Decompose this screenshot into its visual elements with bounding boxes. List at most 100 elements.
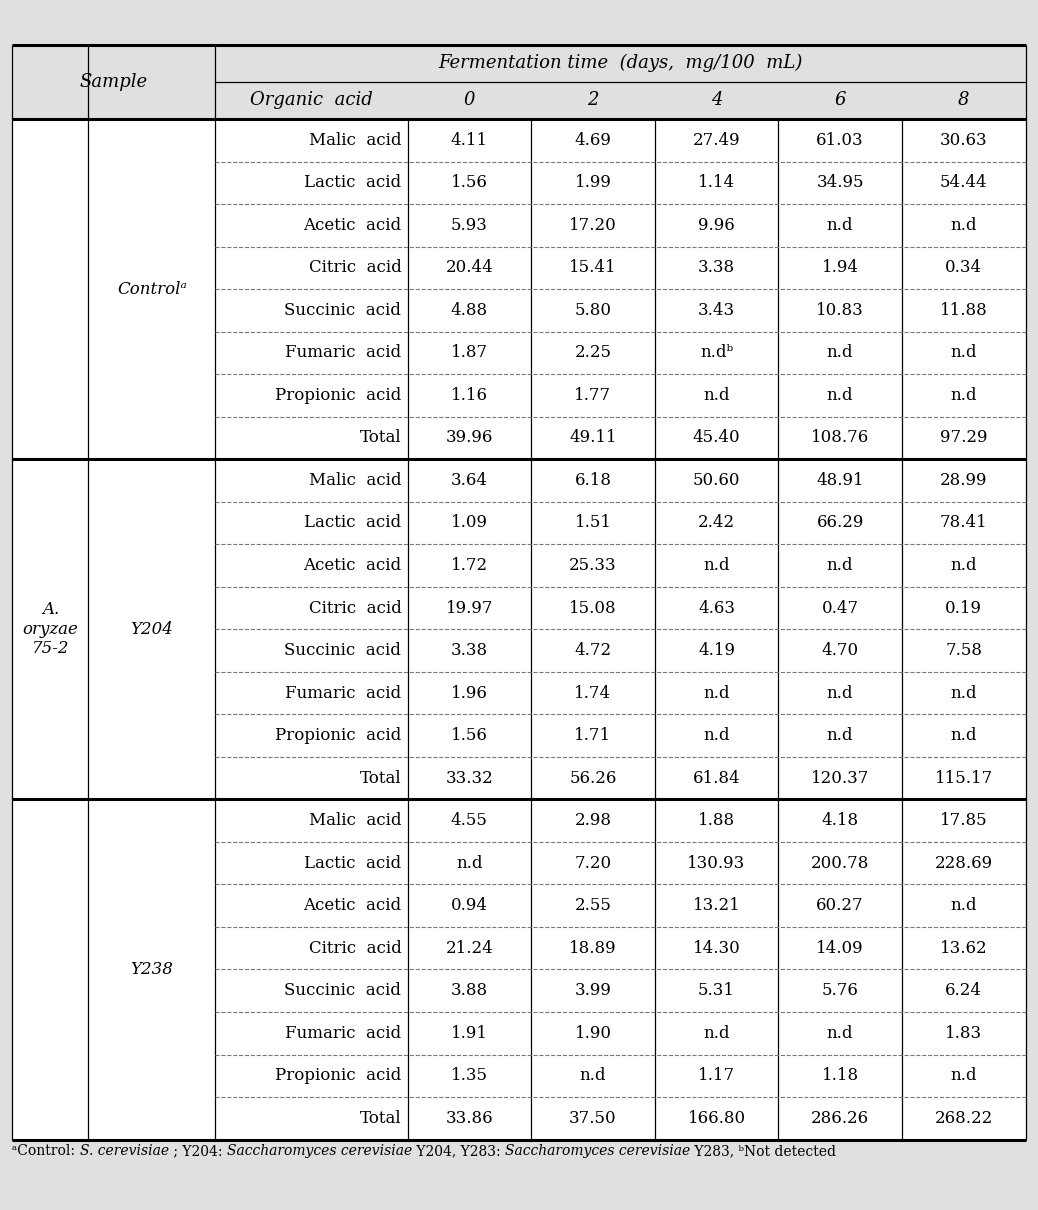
Text: 115.17: 115.17 [934,770,993,787]
Text: Citric  acid: Citric acid [308,599,402,617]
Text: 2.42: 2.42 [698,514,735,531]
Text: Citric  acid: Citric acid [308,940,402,957]
Text: Fermentation time  (days,  mg/100  mL): Fermentation time (days, mg/100 mL) [438,54,802,73]
Text: 268.22: 268.22 [934,1110,993,1127]
Text: Y204: Y204 [131,621,173,638]
Text: 1.18: 1.18 [822,1067,858,1084]
Text: Sample: Sample [80,73,147,91]
Text: 1.35: 1.35 [450,1067,488,1084]
Text: 1.56: 1.56 [450,727,488,744]
Text: 3.38: 3.38 [450,643,488,659]
Text: 1.56: 1.56 [450,174,488,191]
Text: 66.29: 66.29 [817,514,864,531]
Text: Citric  acid: Citric acid [308,259,402,276]
Text: 0.47: 0.47 [822,599,858,617]
Text: Propionic  acid: Propionic acid [275,1067,402,1084]
Text: n.d: n.d [951,685,977,702]
Text: 34.95: 34.95 [817,174,864,191]
Text: Acetic  acid: Acetic acid [303,557,402,574]
Text: 200.78: 200.78 [811,854,870,871]
Text: n.d: n.d [704,727,730,744]
Text: 61.84: 61.84 [692,770,740,787]
Text: 108.76: 108.76 [811,430,869,446]
Text: 4.55: 4.55 [450,812,488,829]
Text: 14.30: 14.30 [692,940,740,957]
Text: 78.41: 78.41 [939,514,987,531]
Text: 5.31: 5.31 [698,983,735,999]
Text: Y238: Y238 [131,961,173,978]
Text: Propionic  acid: Propionic acid [275,387,402,404]
Text: 37.50: 37.50 [569,1110,617,1127]
Text: Total: Total [360,430,402,446]
Text: 5.76: 5.76 [822,983,858,999]
Text: 1.14: 1.14 [698,174,735,191]
Text: Y204, Y283:: Y204, Y283: [412,1145,506,1158]
Text: 6.24: 6.24 [946,983,982,999]
Text: 5.93: 5.93 [450,217,488,234]
Text: 1.99: 1.99 [574,174,611,191]
Text: 1.72: 1.72 [450,557,488,574]
Text: ; Y204:: ; Y204: [169,1145,227,1158]
Text: 54.44: 54.44 [940,174,987,191]
Text: 4.11: 4.11 [450,132,488,149]
Text: 2: 2 [588,92,599,109]
Text: n.d: n.d [951,557,977,574]
Text: 1.94: 1.94 [822,259,858,276]
Text: n.d: n.d [827,727,853,744]
Text: 1.83: 1.83 [946,1025,982,1042]
Text: Fumaric  acid: Fumaric acid [285,1025,402,1042]
Text: 33.86: 33.86 [445,1110,493,1127]
Text: 2.98: 2.98 [574,812,611,829]
Text: n.d: n.d [951,217,977,234]
Text: 48.91: 48.91 [816,472,864,489]
Text: 6: 6 [835,92,846,109]
Text: Fumaric  acid: Fumaric acid [285,345,402,362]
Text: 17.20: 17.20 [569,217,617,234]
Text: n.d: n.d [827,345,853,362]
Text: Total: Total [360,1110,402,1127]
Text: 13.21: 13.21 [692,897,740,915]
Bar [12,119,1026,1140]
Text: 15.41: 15.41 [569,259,617,276]
Text: Propionic  acid: Propionic acid [275,727,402,744]
Text: 13.62: 13.62 [940,940,987,957]
Text: 61.03: 61.03 [816,132,864,149]
Text: 1.96: 1.96 [450,685,488,702]
Text: 6.18: 6.18 [574,472,611,489]
Text: 11.88: 11.88 [939,301,987,319]
Text: Y283, ᵇNot detected: Y283, ᵇNot detected [690,1145,837,1158]
Text: Malic  acid: Malic acid [309,812,402,829]
Text: 9.96: 9.96 [699,217,735,234]
Text: 0.94: 0.94 [450,897,488,915]
Text: 1.51: 1.51 [574,514,611,531]
Text: n.d: n.d [951,897,977,915]
Text: 4.72: 4.72 [574,643,611,659]
Text: 0.34: 0.34 [946,259,982,276]
Text: 7.58: 7.58 [946,643,982,659]
Text: 1.90: 1.90 [574,1025,611,1042]
Text: 3.64: 3.64 [450,472,488,489]
Text: Malic  acid: Malic acid [309,132,402,149]
Text: 30.63: 30.63 [940,132,987,149]
Text: 1.88: 1.88 [698,812,735,829]
Text: 39.96: 39.96 [445,430,493,446]
Text: 4: 4 [711,92,722,109]
Text: 50.60: 50.60 [692,472,740,489]
Text: 33.32: 33.32 [445,770,493,787]
Text: n.dᵇ: n.dᵇ [700,345,733,362]
Text: Succinic  acid: Succinic acid [284,983,402,999]
Text: n.d: n.d [704,685,730,702]
Text: n.d: n.d [456,854,483,871]
Text: 25.33: 25.33 [569,557,617,574]
Text: Saccharomyces cerevisiae: Saccharomyces cerevisiae [227,1145,412,1158]
Text: 4.18: 4.18 [822,812,858,829]
Text: 19.97: 19.97 [445,599,493,617]
Text: 0.19: 0.19 [946,599,982,617]
Text: 4.63: 4.63 [698,599,735,617]
Text: Controlᵃ: Controlᵃ [117,281,187,298]
Text: n.d: n.d [827,1025,853,1042]
Text: 1.87: 1.87 [450,345,488,362]
Text: 3.38: 3.38 [698,259,735,276]
Text: 4.69: 4.69 [574,132,611,149]
Text: 45.40: 45.40 [692,430,740,446]
